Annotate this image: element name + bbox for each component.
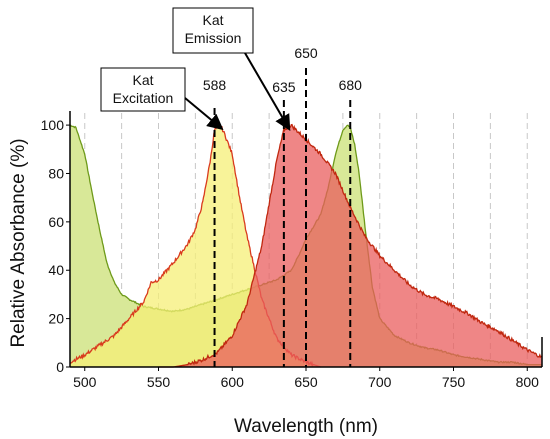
peak-label: 650 <box>294 45 318 61</box>
callout-text: Excitation <box>113 90 174 106</box>
y-axis-title: Relative Absorbance (%) <box>8 138 29 347</box>
y-tick-label: 80 <box>48 165 64 181</box>
callout-box <box>100 67 186 112</box>
x-tick-label: 800 <box>516 374 540 390</box>
y-tick-label: 20 <box>48 311 64 327</box>
callout-arrow <box>244 52 291 131</box>
y-tick-label: 100 <box>41 117 65 133</box>
x-tick-label: 550 <box>147 374 171 390</box>
peak-markers: 588 635 650 680 <box>203 45 362 367</box>
x-axis-title: Wavelength (nm) <box>234 416 378 437</box>
callout-arrow <box>184 97 224 131</box>
callouts: Kat Excitation Kat Emission <box>100 7 291 131</box>
peak-label: 588 <box>203 77 227 93</box>
y-tick-label: 40 <box>48 262 64 278</box>
callout-box <box>172 7 254 54</box>
callout-text: Kat <box>132 72 153 88</box>
peak-label: 680 <box>339 77 363 93</box>
x-tick-label: 700 <box>368 374 392 390</box>
x-tick-label: 500 <box>73 374 97 390</box>
callout-text: Emission <box>185 30 242 46</box>
peak-label: 635 <box>272 79 296 95</box>
x-tick-label: 750 <box>442 374 466 390</box>
y-tick-label: 0 <box>56 359 64 375</box>
y-tick-label: 60 <box>48 214 64 230</box>
x-tick-label: 650 <box>294 374 318 390</box>
x-tick-label: 600 <box>221 374 245 390</box>
callout-text: Kat <box>202 12 223 28</box>
tick-labels: 500 550 600 650 700 750 800 0 20 40 60 80 100 <box>41 117 540 390</box>
